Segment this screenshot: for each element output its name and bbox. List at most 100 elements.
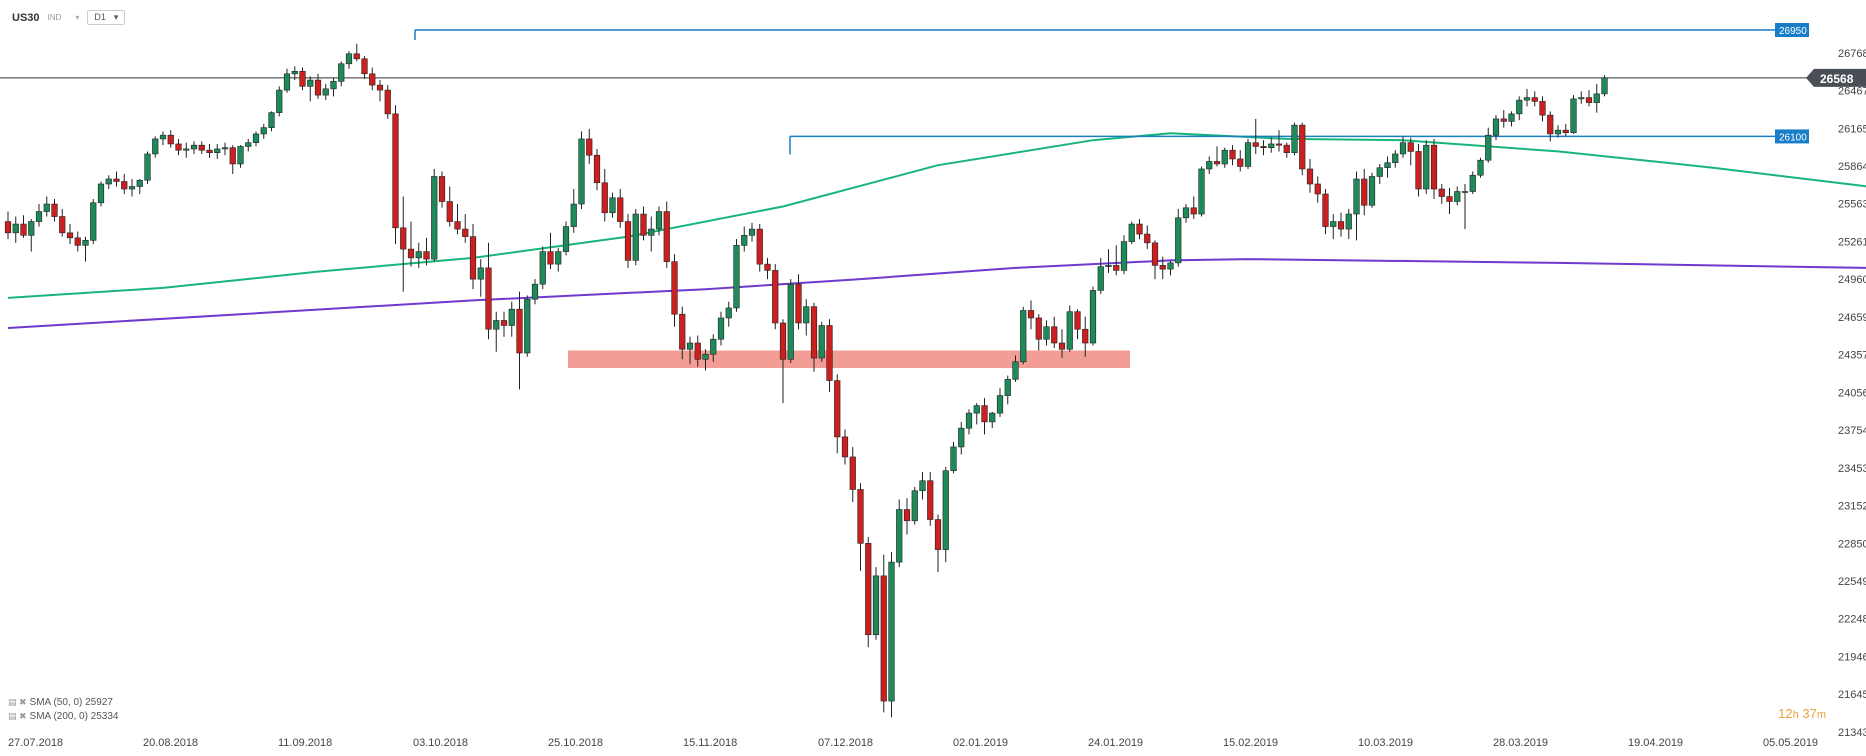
candle-down xyxy=(593,154,601,184)
candle-up xyxy=(128,186,136,190)
candle-up xyxy=(632,213,639,261)
legend-sma200[interactable]: ▤ ✖ SMA (200, 0) 25334 xyxy=(8,711,119,722)
candle-up xyxy=(415,251,422,259)
candle-up xyxy=(1469,174,1476,192)
candle-up xyxy=(268,112,275,128)
candle-up xyxy=(1128,223,1135,242)
timeframe-select[interactable]: D1 ▾ xyxy=(87,10,126,25)
support-zone xyxy=(568,350,1130,369)
candle-down xyxy=(1306,168,1314,185)
candle-down xyxy=(384,89,391,115)
timer-hours-unit: h xyxy=(1792,709,1799,721)
candle-up xyxy=(12,223,19,234)
y-tick-label: 21645 xyxy=(1838,689,1866,701)
candle-up xyxy=(105,178,112,185)
candle-up xyxy=(183,148,190,151)
y-tick-label: 21946 xyxy=(1838,652,1866,664)
candle-up xyxy=(1376,167,1383,177)
candle-down xyxy=(1438,188,1445,197)
candle-down xyxy=(1415,151,1422,190)
candle-down xyxy=(1322,193,1329,227)
candle-up xyxy=(1268,143,1275,148)
candle-down xyxy=(834,380,841,438)
x-tick-label: 25.10.2018 xyxy=(548,737,603,749)
candle-up xyxy=(1353,178,1360,215)
x-tick-label: 27.07.2018 xyxy=(8,737,63,749)
candle-down xyxy=(694,342,701,360)
candle-up xyxy=(221,147,229,150)
candle-down xyxy=(516,308,523,354)
candle-down xyxy=(772,270,779,324)
candle-up xyxy=(252,133,260,143)
candle-up xyxy=(787,283,794,360)
candle-down xyxy=(1585,97,1593,103)
candle-down xyxy=(934,519,942,550)
candle-down xyxy=(1237,158,1244,167)
y-tick-label: 26467 xyxy=(1838,85,1866,97)
y-tick-label: 26165 xyxy=(1838,123,1866,135)
candle-down xyxy=(601,182,608,214)
candle-down xyxy=(1035,317,1042,340)
y-tick-label: 23152 xyxy=(1838,501,1866,513)
candle-down xyxy=(903,509,911,522)
candle-up xyxy=(214,148,221,153)
candle-down xyxy=(1407,142,1414,152)
candle-down xyxy=(981,405,988,423)
candle-down xyxy=(113,178,120,182)
candle-up xyxy=(725,307,732,319)
candle-up xyxy=(1477,159,1484,176)
candle-down xyxy=(1283,144,1290,153)
candle-down xyxy=(586,138,593,156)
candle-down xyxy=(857,489,864,544)
x-tick-label: 24.01.2019 xyxy=(1088,737,1143,749)
candle-up xyxy=(896,509,903,563)
x-tick-label: 15.02.2019 xyxy=(1223,737,1278,749)
candle-up xyxy=(1384,162,1391,169)
candle-up xyxy=(1182,207,1190,219)
indicator-settings-icon[interactable]: ▤ ✖ xyxy=(8,697,27,707)
candle-up xyxy=(144,153,151,181)
candle-up xyxy=(578,138,585,205)
x-tick-label: 10.03.2019 xyxy=(1358,737,1413,749)
candle-down xyxy=(624,221,632,261)
candle-down xyxy=(1275,143,1283,146)
symbol-label[interactable]: US30 xyxy=(12,11,40,24)
candle-down xyxy=(671,261,678,315)
candle-down xyxy=(500,320,508,326)
candle-up xyxy=(1601,77,1608,95)
candle-down xyxy=(314,79,322,96)
timer-hours: 12 xyxy=(1778,706,1793,721)
candle-down xyxy=(756,228,763,265)
candle-up xyxy=(237,146,244,165)
candle-up xyxy=(477,267,484,280)
legend-sma50[interactable]: ▤ ✖ SMA (50, 0) 25927 xyxy=(8,697,113,708)
x-tick-label: 05.05.2019 xyxy=(1763,737,1818,749)
candle-up xyxy=(1516,99,1523,115)
symbol-dropdown-icon[interactable]: ▾ xyxy=(75,13,80,22)
candle-up xyxy=(989,412,996,423)
indicator-settings-icon[interactable]: ▤ ✖ xyxy=(8,711,27,721)
candle-down xyxy=(795,283,802,324)
candle-down xyxy=(376,84,384,91)
candle-down xyxy=(1430,144,1438,190)
candle-up xyxy=(818,325,825,359)
candle-down xyxy=(1058,342,1066,350)
candle-up xyxy=(1554,129,1562,135)
candle-up xyxy=(1167,262,1174,270)
candle-up xyxy=(539,251,546,285)
candle-up xyxy=(965,412,973,429)
candle-down xyxy=(1074,311,1081,330)
candle-up xyxy=(702,353,709,360)
candle-down xyxy=(1051,326,1058,344)
chart-header: US30 IND ▾ D1 ▾ xyxy=(12,10,126,25)
candle-down xyxy=(454,221,461,230)
timer-minutes-unit: m xyxy=(1816,709,1826,721)
candle-down xyxy=(1213,161,1221,165)
timer-minutes: 37 xyxy=(1802,706,1817,721)
candle-up xyxy=(1492,118,1500,136)
candle-up xyxy=(717,317,725,340)
candle-down xyxy=(121,181,128,190)
candle-up xyxy=(1221,149,1228,165)
y-tick-label: 22850 xyxy=(1838,538,1866,550)
